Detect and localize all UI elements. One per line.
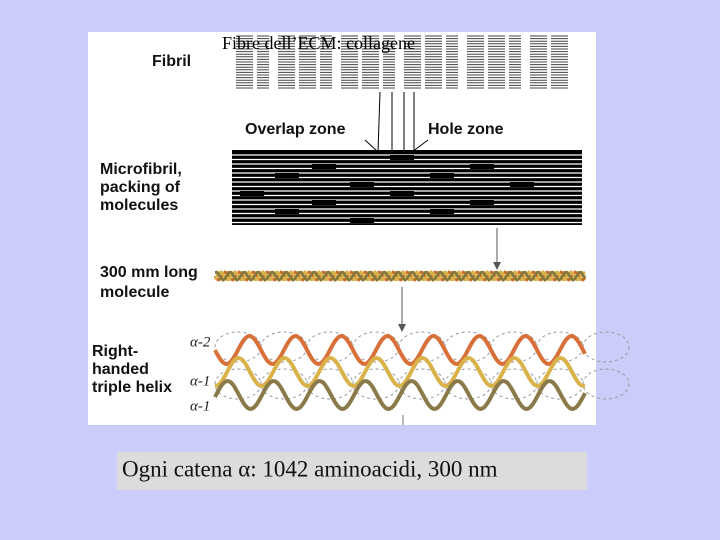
overlap-block: [430, 209, 454, 214]
caption-box: [117, 452, 587, 490]
helix-label: Right-: [92, 343, 138, 360]
slide-title: Fibre dell’ECM: collagene: [222, 33, 415, 53]
overlap-block: [390, 191, 414, 196]
helix-outline: [582, 368, 630, 400]
arrow-head: [398, 324, 406, 332]
helix-label: triple helix: [92, 379, 172, 396]
microfibril-label: packing of: [100, 179, 181, 196]
overlap-block: [470, 200, 494, 205]
overlap-block: [430, 173, 454, 178]
helix-strand: [214, 355, 586, 389]
molecule-label: 300 mm long: [100, 264, 198, 281]
overlap-block: [350, 218, 374, 223]
overlap-label: Overlap zone: [245, 121, 346, 138]
molecule-strand: [214, 270, 587, 282]
overlap-block: [312, 164, 336, 169]
pointer-line: [377, 91, 381, 153]
overlap-block: [275, 173, 299, 178]
hole-label: Hole zone: [428, 121, 504, 138]
overlap-block: [312, 200, 336, 205]
fibril-label: Fibril: [152, 53, 191, 70]
figure: [88, 32, 596, 425]
chain-label: α-1: [190, 373, 210, 389]
overlap-block: [470, 164, 494, 169]
figure-drawing: [213, 35, 630, 425]
helix-label: handed: [92, 361, 149, 378]
overlap-block: [510, 182, 534, 187]
molecule-label: molecule: [100, 284, 169, 301]
caption: Ogni catena α: 1042 aminoacidi, 300 nm: [122, 456, 498, 481]
overlap-block: [275, 209, 299, 214]
overlap-block: [390, 155, 414, 160]
chain-label: α-2: [190, 334, 211, 350]
helix-strand: [213, 378, 587, 412]
overlap-block: [240, 191, 264, 196]
microfibril-label: molecules: [100, 197, 178, 214]
overlap-block: [350, 182, 374, 187]
arrow-head: [493, 262, 501, 270]
chain-label: α-1: [190, 398, 210, 414]
microfibril-label: Microfibril,: [100, 161, 182, 178]
helix-outline: [582, 331, 630, 363]
